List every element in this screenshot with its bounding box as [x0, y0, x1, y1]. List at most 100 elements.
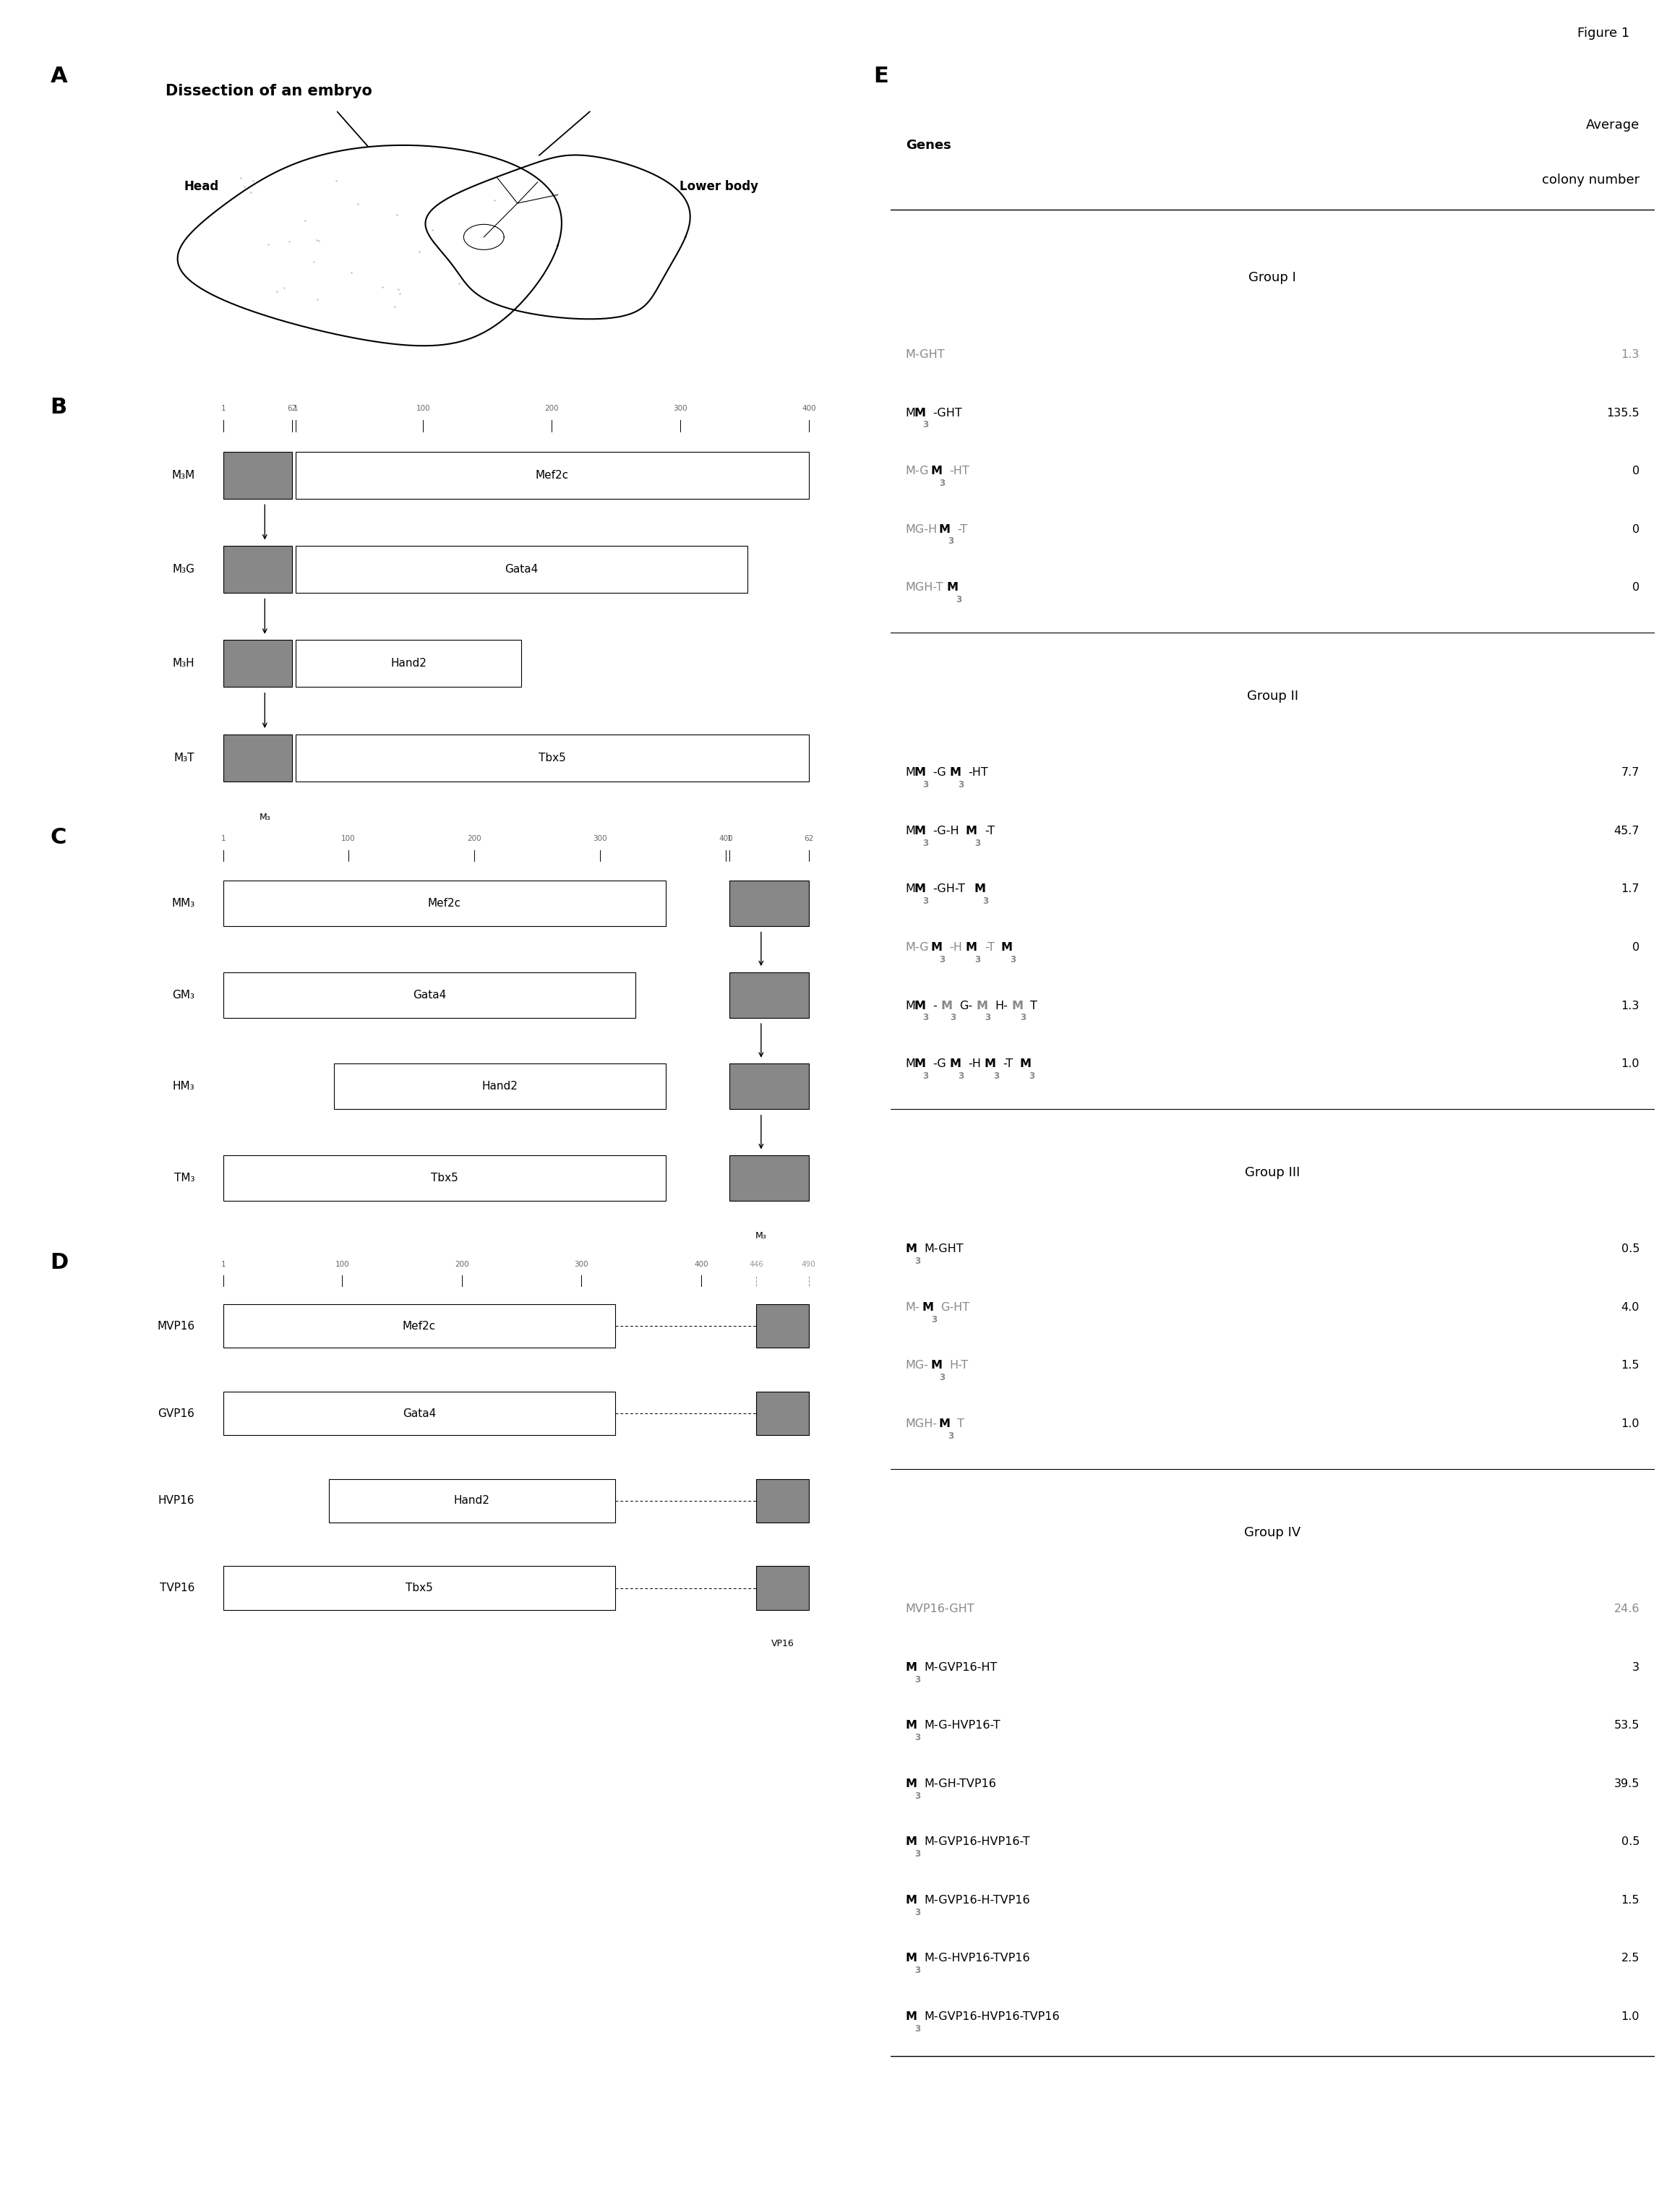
Text: H-: H-	[995, 1001, 1008, 1012]
Text: M: M	[906, 1058, 916, 1069]
Text: 45.7: 45.7	[1614, 825, 1640, 836]
Text: 0: 0	[1633, 582, 1640, 593]
Text: 3: 3	[984, 1012, 991, 1023]
Text: M: M	[906, 825, 916, 836]
Text: 1: 1	[222, 836, 227, 842]
Text: E: E	[874, 66, 889, 88]
Text: 300: 300	[674, 406, 687, 412]
Bar	[296, 639, 521, 688]
Text: M₃H: M₃H	[173, 657, 195, 668]
Text: 3: 3	[914, 2024, 921, 2033]
Text: 1: 1	[222, 1261, 227, 1268]
Text: 0: 0	[1633, 525, 1640, 534]
Text: 4.0: 4.0	[1621, 1301, 1640, 1312]
Text: M: M	[906, 1954, 917, 1965]
Text: 3: 3	[1010, 955, 1016, 964]
Text: M: M	[906, 884, 916, 895]
Text: M: M	[966, 942, 978, 953]
Text: D: D	[50, 1252, 69, 1274]
Text: 3: 3	[931, 1314, 937, 1325]
Bar	[223, 1155, 665, 1202]
Text: 3: 3	[974, 955, 981, 964]
Text: 3: 3	[1633, 1663, 1640, 1674]
Text: 3: 3	[914, 1967, 921, 1976]
Text: 62: 62	[287, 406, 297, 412]
Text: M₃: M₃	[259, 814, 270, 822]
Text: Mef2c: Mef2c	[536, 470, 570, 481]
Text: M: M	[906, 1894, 917, 1905]
Text: -HT: -HT	[968, 767, 988, 778]
Text: M₃G: M₃G	[173, 564, 195, 576]
Text: 39.5: 39.5	[1614, 1779, 1640, 1788]
Text: MG-H: MG-H	[906, 525, 937, 534]
Text: M-: M-	[906, 1301, 921, 1312]
Text: Hand2: Hand2	[454, 1495, 491, 1506]
Text: M: M	[914, 1001, 926, 1012]
Text: M: M	[906, 1244, 917, 1255]
Text: 3: 3	[922, 421, 929, 430]
Text: 24.6: 24.6	[1614, 1603, 1640, 1614]
Bar	[223, 880, 665, 926]
Text: colony number: colony number	[1542, 174, 1640, 187]
Text: H-T: H-T	[949, 1360, 968, 1372]
Text: Dissection of an embryo: Dissection of an embryo	[165, 84, 373, 99]
Text: Group IV: Group IV	[1245, 1526, 1300, 1539]
Text: 0: 0	[1633, 465, 1640, 476]
Text: 3: 3	[939, 478, 946, 487]
Text: 3: 3	[956, 595, 961, 604]
Text: 3: 3	[958, 1072, 964, 1080]
Text: 3: 3	[948, 536, 953, 547]
Text: -H: -H	[949, 942, 963, 953]
Text: M: M	[922, 1301, 934, 1312]
Bar	[756, 1566, 808, 1610]
Text: 3: 3	[948, 1431, 953, 1440]
Text: M: M	[914, 408, 926, 419]
Text: 3: 3	[983, 897, 988, 906]
Text: 1.0: 1.0	[1621, 1058, 1640, 1069]
Text: 300: 300	[593, 836, 606, 842]
Text: M-G: M-G	[906, 465, 929, 476]
Text: Tbx5: Tbx5	[430, 1173, 459, 1184]
Text: M-G-HVP16-TVP16: M-G-HVP16-TVP16	[924, 1954, 1030, 1965]
Text: M-GVP16-HVP16-T: M-GVP16-HVP16-T	[924, 1837, 1030, 1848]
Text: -T: -T	[984, 942, 995, 953]
Bar	[223, 1303, 615, 1347]
Bar	[223, 547, 292, 593]
Bar	[223, 1391, 615, 1435]
Text: M-GHT: M-GHT	[906, 348, 946, 359]
Text: 100: 100	[417, 406, 430, 412]
Text: -T: -T	[958, 525, 968, 534]
Text: 53.5: 53.5	[1614, 1720, 1640, 1731]
Text: M: M	[906, 1001, 916, 1012]
Text: 400: 400	[801, 406, 816, 412]
Text: 1: 1	[294, 406, 299, 412]
Text: M: M	[914, 767, 926, 778]
Text: -T: -T	[1003, 1058, 1013, 1069]
Text: 300: 300	[575, 1261, 588, 1268]
Text: Gata4: Gata4	[413, 990, 447, 1001]
Text: 3: 3	[914, 1676, 921, 1685]
Text: 3: 3	[939, 955, 946, 964]
Text: Tbx5: Tbx5	[539, 752, 566, 763]
Text: 1.7: 1.7	[1621, 884, 1640, 895]
Bar	[223, 639, 292, 688]
Bar	[223, 734, 292, 781]
Text: 3: 3	[922, 1072, 929, 1080]
Text: 446: 446	[749, 1261, 763, 1268]
Bar	[329, 1480, 615, 1521]
Text: M: M	[941, 1001, 953, 1012]
Text: MG-: MG-	[906, 1360, 929, 1372]
Text: 3: 3	[1028, 1072, 1035, 1080]
Text: M: M	[1011, 1001, 1023, 1012]
Text: 1: 1	[727, 836, 732, 842]
Text: M: M	[906, 408, 916, 419]
Text: M-GH-TVP16: M-GH-TVP16	[924, 1779, 996, 1788]
Text: -G-H: -G-H	[932, 825, 959, 836]
Text: M: M	[939, 1418, 951, 1429]
Text: 1.0: 1.0	[1621, 1418, 1640, 1429]
Text: 200: 200	[544, 406, 559, 412]
Text: 3: 3	[914, 1850, 921, 1859]
Bar	[296, 547, 748, 593]
Text: 3: 3	[914, 1257, 921, 1266]
Text: M-GVP16-HT: M-GVP16-HT	[924, 1663, 998, 1674]
